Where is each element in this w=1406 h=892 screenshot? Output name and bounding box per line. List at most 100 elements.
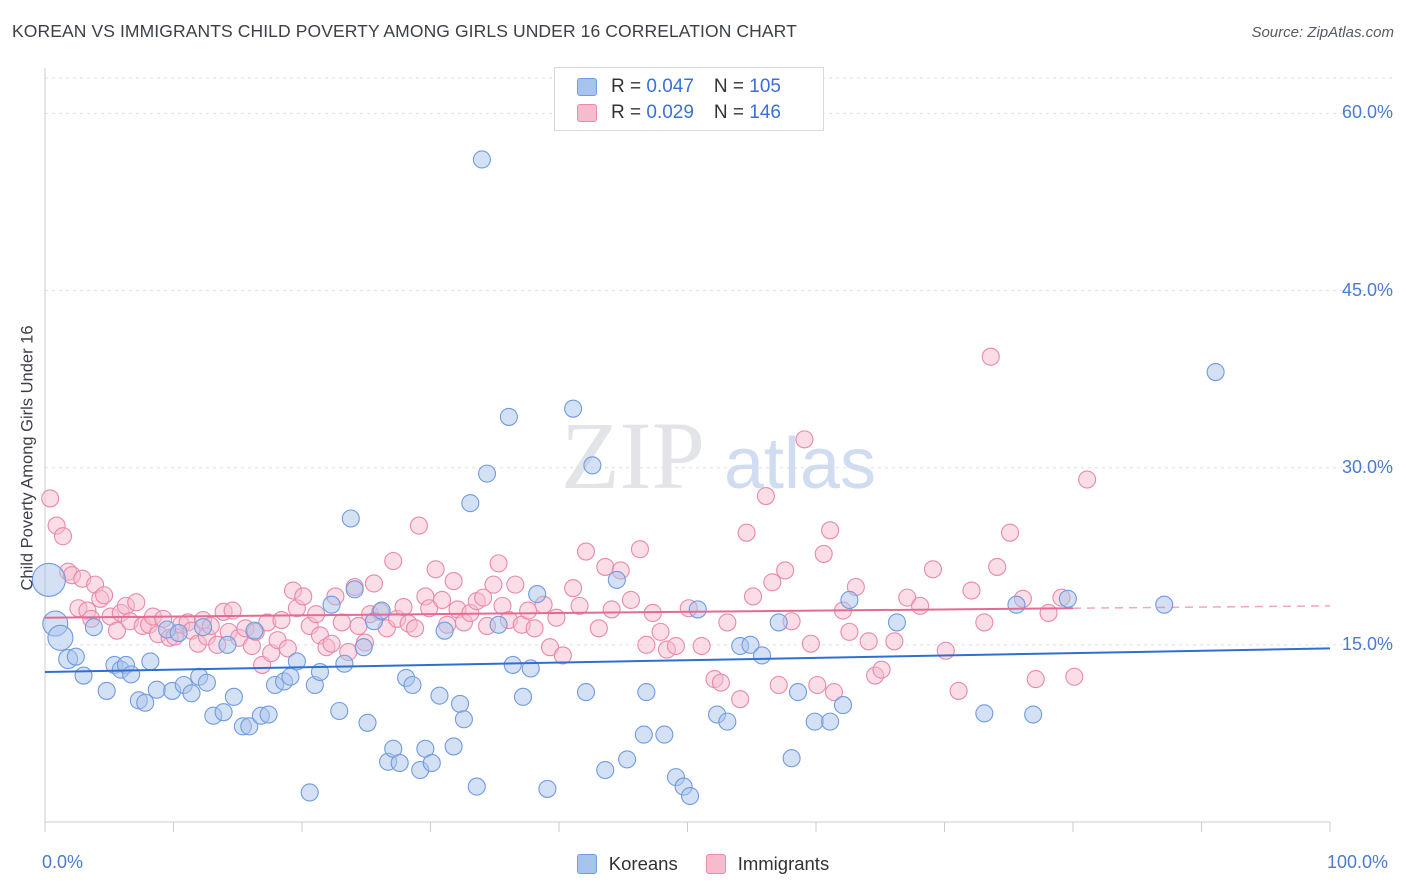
immigrant-point: [525, 619, 544, 638]
korean-point: [472, 150, 491, 169]
korean-point: [607, 570, 626, 589]
y-tick-label: 60.0%: [1341, 102, 1393, 123]
legend-item-koreans[interactable]: Koreans: [576, 853, 678, 875]
korean-point: [169, 623, 188, 643]
korean-point: [1058, 589, 1077, 608]
korean-point: [513, 687, 533, 706]
immigrant-point: [364, 574, 384, 593]
immigrant-point: [637, 635, 656, 654]
korean-point: [136, 693, 155, 712]
correlation-legend: R = 0.047 N = 105 R = 0.029 N = 146: [554, 67, 824, 131]
korean-point: [451, 694, 470, 713]
immigrant-point: [763, 573, 782, 592]
immigrants-trend-extension: [1072, 605, 1331, 609]
korean-point: [84, 618, 103, 637]
immigrant-point: [322, 634, 341, 653]
korean-point: [975, 704, 994, 723]
immigrant-point: [95, 586, 114, 605]
immigrant-point: [519, 601, 538, 620]
source-label: Source: ZipAtlas.com: [1251, 24, 1394, 41]
immigrant-point: [737, 523, 756, 542]
immigrant-point: [602, 600, 621, 619]
y-tick-label: 15.0%: [1341, 633, 1393, 654]
trend-lines: [44, 605, 1331, 674]
immigrant-point: [795, 430, 814, 449]
korean-point: [752, 646, 772, 665]
r-value-immigrants: 0.029: [646, 102, 694, 123]
korean-point: [688, 600, 707, 619]
korean-point: [31, 562, 66, 597]
korean-point: [430, 686, 449, 705]
korean-point: [122, 665, 141, 684]
immigrant-point: [1000, 523, 1020, 542]
korean-point: [564, 399, 583, 418]
korean-point: [66, 647, 85, 666]
korean-point: [521, 659, 540, 678]
immigrant-point: [776, 561, 795, 580]
legend-item-immigrants[interactable]: Immigrants: [705, 853, 829, 875]
immigrant-point: [666, 636, 685, 656]
y-axis-title: Child Poverty Among Girls Under 16: [18, 325, 37, 591]
r-value-koreans: 0.047: [646, 76, 694, 97]
korean-point: [281, 667, 300, 686]
immigrant-point: [630, 540, 650, 559]
immigrant-point: [756, 487, 775, 506]
korean-point: [1007, 595, 1026, 614]
immigrant-point: [406, 619, 425, 638]
immigrant-point: [981, 347, 1000, 366]
x-tick-label-max: 100.0%: [1327, 852, 1389, 872]
immigrant-point: [651, 622, 670, 641]
immigrant-point: [923, 560, 942, 579]
korean-point: [97, 681, 116, 700]
korean-point: [887, 613, 907, 632]
korean-point: [741, 635, 760, 654]
immigrant-point: [278, 639, 297, 658]
korean-point: [335, 654, 354, 673]
immigrant-point: [53, 527, 73, 546]
korean-point: [47, 624, 74, 651]
korean-point: [655, 725, 674, 744]
korean-point: [840, 590, 859, 610]
korean-point: [634, 725, 653, 744]
axes: [44, 68, 1331, 832]
immigrant-point: [711, 673, 730, 692]
korean-point: [218, 635, 237, 654]
immigrant-point: [489, 554, 508, 573]
immigrants-swatch: [577, 104, 597, 122]
immigrants-trend-line: [44, 607, 1074, 619]
immigrant-point: [41, 489, 60, 508]
watermark: ZIP atlas: [561, 402, 876, 509]
immigrant-point: [420, 599, 439, 618]
immigrant-point: [433, 590, 452, 610]
korean-point: [444, 737, 463, 756]
r-label: R =: [611, 76, 647, 97]
immigrants-legend-swatch: [705, 854, 726, 874]
n-value-immigrants: 146: [749, 102, 781, 123]
korean-point: [141, 652, 160, 671]
korean-point: [358, 713, 377, 732]
immigrant-point: [872, 660, 891, 679]
korean-point: [147, 680, 166, 699]
immigrant-point: [506, 575, 525, 594]
koreans-swatch: [577, 78, 597, 96]
immigrant-point: [576, 542, 596, 561]
series-legend: Koreans Immigrants: [0, 848, 1406, 880]
korean-point: [341, 509, 360, 528]
korean-point: [477, 464, 497, 483]
immigrant-point: [127, 593, 146, 612]
immigrant-point: [801, 634, 820, 653]
r-label: R =: [611, 102, 647, 123]
korean-point: [300, 783, 319, 802]
korean-point: [637, 683, 656, 702]
korean-point: [1206, 363, 1225, 382]
immigrant-point: [718, 613, 737, 632]
immigrant-point: [936, 641, 955, 660]
korean-point: [788, 683, 808, 702]
immigrant-point: [564, 579, 583, 598]
korean-point: [718, 712, 737, 731]
immigrant-point: [898, 588, 917, 607]
y-tick-label: 30.0%: [1341, 456, 1393, 477]
koreans-trend-line: [44, 647, 1331, 674]
korean-point: [345, 580, 364, 599]
korean-point: [503, 655, 522, 674]
